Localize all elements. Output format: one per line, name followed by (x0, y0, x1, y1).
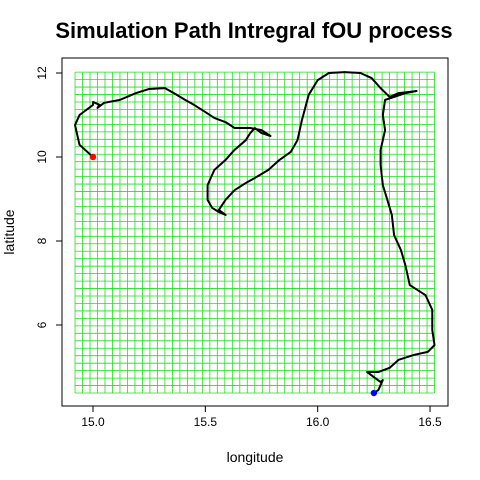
y-axis-title: latitude (1, 209, 17, 254)
grid-mesh (74, 71, 435, 394)
y-tick-label: 8 (35, 237, 49, 244)
x-tick-label: 16.0 (306, 415, 330, 429)
x-axis-title: longitude (227, 449, 284, 465)
path-line (74, 71, 436, 394)
y-tick-label: 6 (35, 321, 49, 328)
y-tick-label: 12 (35, 66, 49, 80)
y-tick-label: 10 (35, 150, 49, 164)
x-tick-label: 15.5 (194, 415, 218, 429)
start-point (89, 153, 97, 161)
end-point (370, 389, 378, 397)
plot-frame (61, 57, 449, 407)
x-tick-label: 15.0 (81, 415, 105, 429)
x-tick-label: 16.5 (418, 415, 442, 429)
chart-title: Simulation Path Intregral fOU process (55, 18, 452, 43)
